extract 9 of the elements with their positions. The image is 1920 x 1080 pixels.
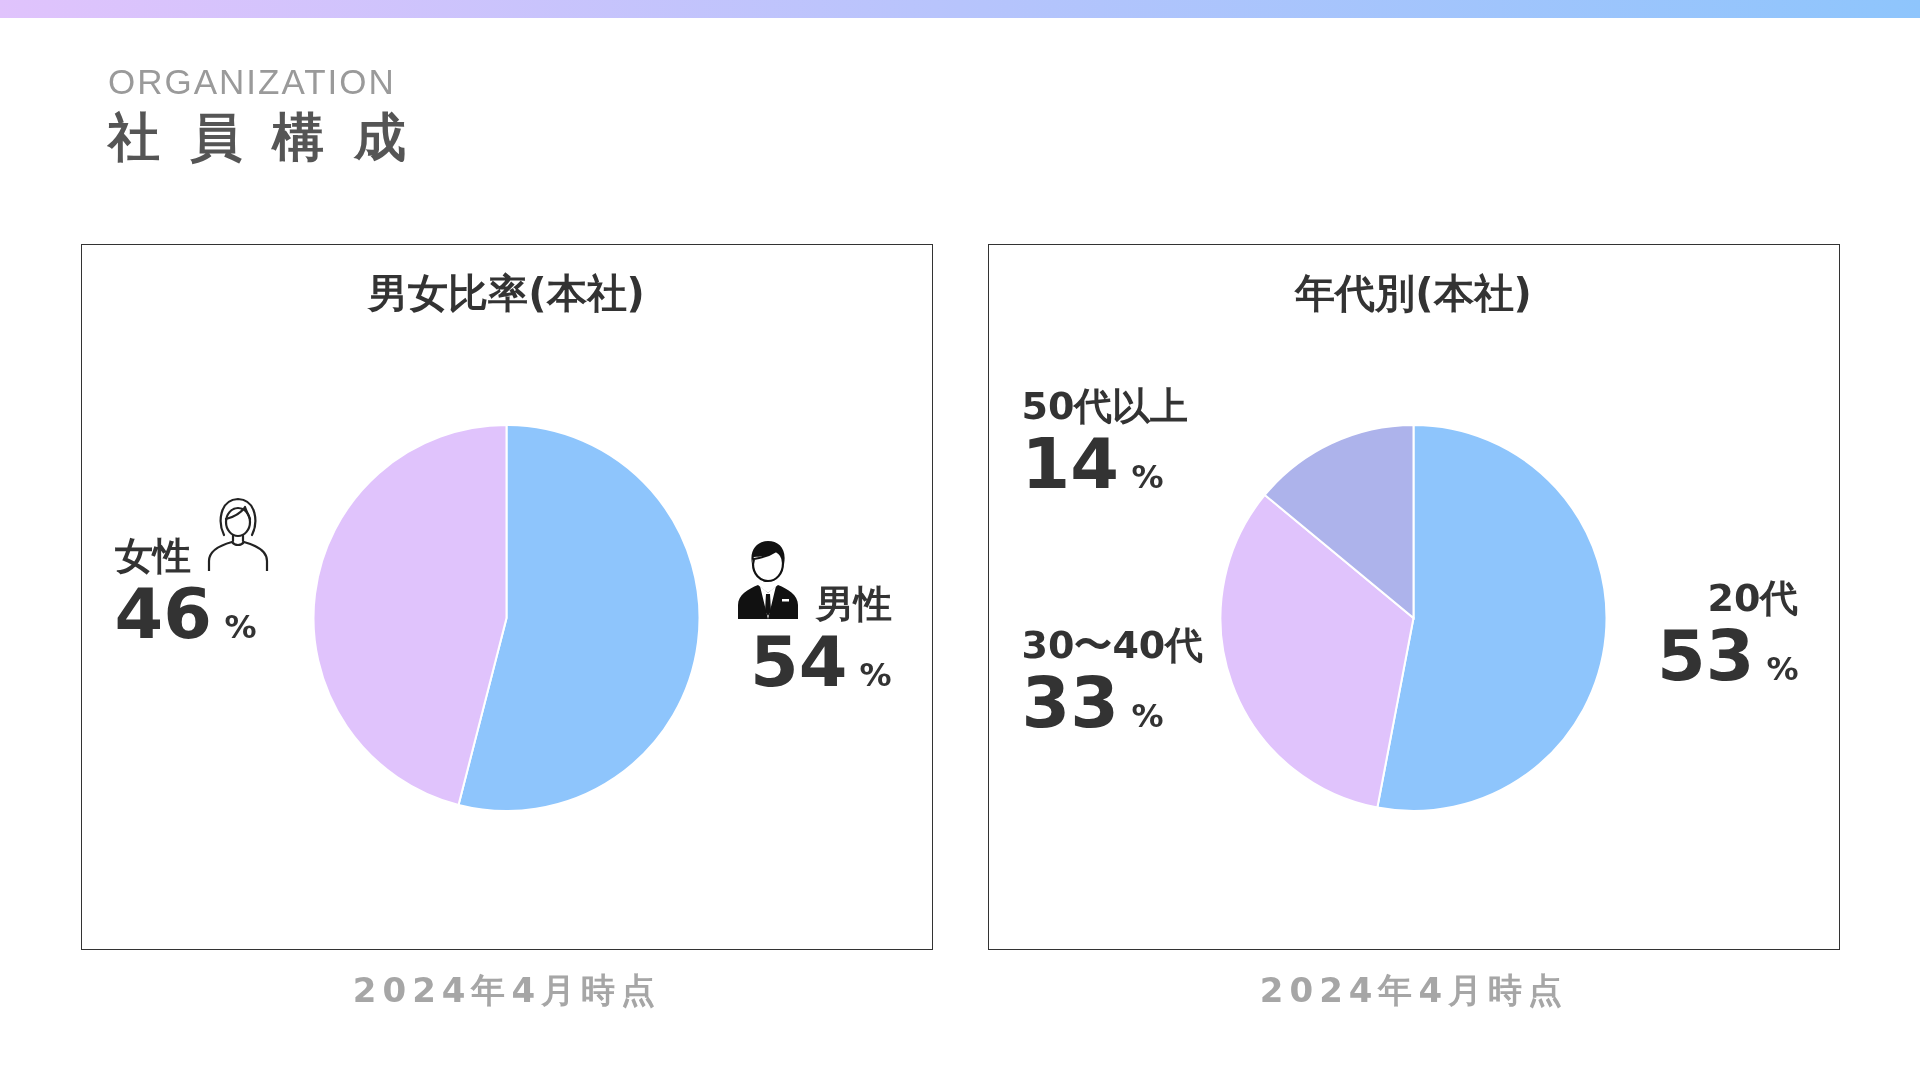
slice-label: 20代: [1707, 576, 1799, 621]
chart-title: 男女比率(本社): [367, 269, 645, 316]
text: ORGANIZATION: [108, 61, 396, 103]
text: 社員構成: [108, 106, 436, 169]
slice-label: 50代以上: [1021, 384, 1189, 429]
chart-title: 年代別(本社): [1294, 269, 1532, 316]
text: 2024年4月時点: [1259, 970, 1569, 1010]
text: 2024年4月時点: [352, 970, 662, 1010]
slice-label: 男性: [814, 582, 892, 627]
